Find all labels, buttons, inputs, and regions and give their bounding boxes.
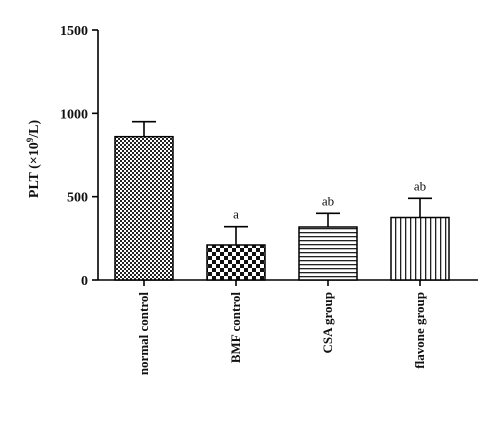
x-tick-label: normal control (136, 292, 151, 376)
significance-annotations: a ab ab (233, 178, 426, 221)
significance-label: ab (414, 178, 426, 193)
svg-text:PLT (×109/L): PLT (×109/L) (25, 120, 42, 199)
significance-label: ab (322, 193, 334, 208)
y-axis-ticks: 0 500 1000 1500 (60, 24, 98, 289)
x-tick-label: CSA group (320, 292, 335, 354)
error-bars (132, 120, 432, 245)
x-tick-label: BMF control (228, 292, 243, 364)
bar-bmf-control (206, 244, 266, 281)
bar-flavone-group (390, 216, 450, 281)
y-axis-label: PLT (×109/L) (25, 120, 42, 199)
y-tick-label: 1500 (60, 24, 88, 39)
x-axis-labels: normal control BMF control CSA group flavon… (136, 292, 427, 376)
x-tick-label: flavone group (412, 292, 427, 369)
significance-label: a (233, 207, 239, 222)
y-tick-label: 500 (67, 191, 88, 206)
y-tick-label: 0 (81, 274, 88, 289)
bar-normal-control (114, 135, 174, 281)
bars (114, 135, 450, 281)
y-tick-label: 1000 (60, 107, 88, 122)
bar-csa-group (298, 226, 358, 281)
